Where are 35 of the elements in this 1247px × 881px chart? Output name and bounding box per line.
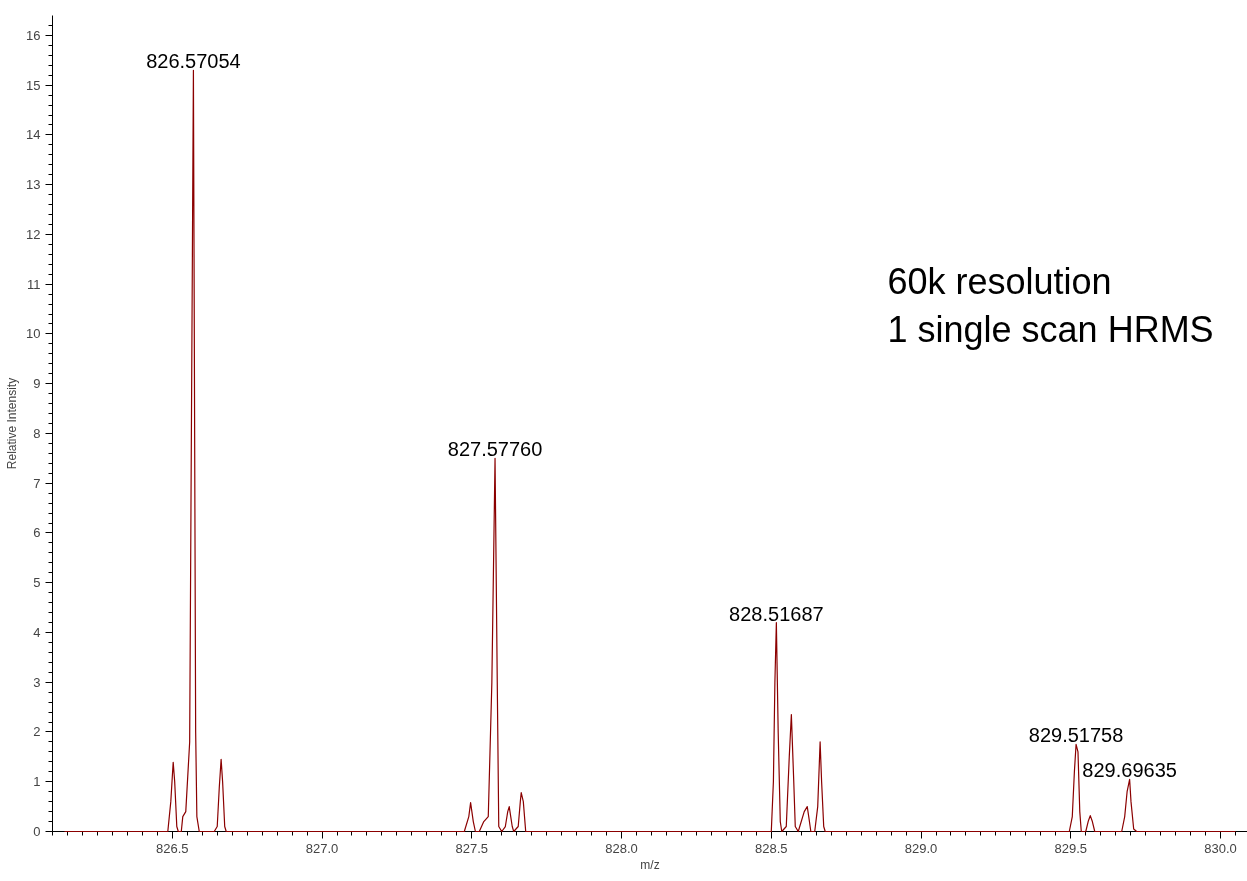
y-tick-label: 12 <box>26 226 41 242</box>
annotation: 829.69635 <box>1082 759 1177 782</box>
x-tick-label: 827.0 <box>305 840 339 856</box>
annotation: 1 single scan HRMS <box>887 308 1214 350</box>
x-tick-label: 826.5 <box>156 840 189 856</box>
y-tick-label: 4 <box>33 624 41 640</box>
y-tick-label: 14 <box>26 127 41 143</box>
x-tick-label: 829.5 <box>1054 840 1088 856</box>
y-tick-label: 15 <box>26 77 41 93</box>
annotation: 826.57054 <box>146 50 241 73</box>
y-tick-label: 10 <box>26 326 41 342</box>
line-series <box>63 69 1237 833</box>
annotation: 829.51758 <box>1028 724 1124 747</box>
y-tick-label: 16 <box>26 27 41 43</box>
y-tick-label: 5 <box>33 575 41 591</box>
y-tick-label: 3 <box>33 674 41 690</box>
y-tick-label: 6 <box>33 525 41 541</box>
y-tick-label: 0 <box>33 824 41 839</box>
y-axis-title: Relative Intensity <box>5 377 20 470</box>
x-tick-label: 830.0 <box>1204 840 1237 856</box>
y-tick-label: 8 <box>33 425 41 441</box>
x-axis-title: m/z <box>640 857 660 872</box>
y-tick-label: 13 <box>26 177 41 193</box>
y-tick-label: 2 <box>33 724 41 740</box>
x-tick-label: 829.0 <box>904 840 938 856</box>
y-tick-label: 7 <box>33 475 41 491</box>
y-tick-label: 9 <box>33 376 41 392</box>
annotation: 60k resolution <box>887 260 1112 302</box>
annotation: 827.57760 <box>447 438 543 461</box>
y-tick-label: 1 <box>33 774 41 790</box>
annotation: 828.51687 <box>729 602 824 625</box>
x-tick-label: 828.5 <box>755 840 788 856</box>
x-tick-label: 828.0 <box>605 840 638 856</box>
x-tick-label: 827.5 <box>455 840 489 856</box>
y-tick-label: 11 <box>27 276 41 292</box>
